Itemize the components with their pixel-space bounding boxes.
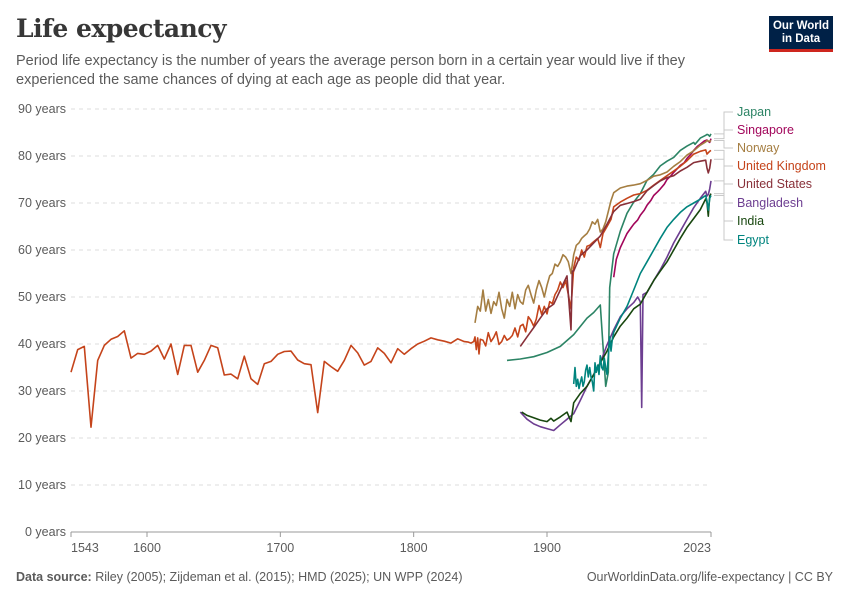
y-tick-label: 0 years [25,525,66,539]
data-source: Data source: Riley (2005); Zijdeman et a… [16,570,463,584]
legend-connector [714,140,733,149]
page-title: Life expectancy [16,14,227,43]
x-tick-label: 1543 [71,541,99,555]
y-tick-label: 40 years [18,337,66,351]
owid-logo[interactable]: Our World in Data [769,16,833,52]
legend-label-india[interactable]: India [737,214,764,228]
legend-connector [714,195,733,241]
y-tick-label: 20 years [18,431,66,445]
y-tick-label: 50 years [18,290,66,304]
series-line-india[interactable] [521,193,712,423]
source-link[interactable]: OurWorldinData.org/life-expectancy | CC … [586,570,833,584]
logo-line-1: Our World [772,20,829,32]
x-tick-label: 1700 [266,541,294,555]
legend-label-norway[interactable]: Norway [737,141,780,155]
legend-connector [714,111,733,135]
series-line-singapore[interactable] [612,138,712,278]
series-line-egypt[interactable] [572,194,712,392]
data-source-text: Riley (2005); Zijdeman et al. (2015); HM… [95,570,463,584]
y-tick-label: 80 years [18,149,66,163]
legend-connector [714,158,733,185]
series-line-japan[interactable] [506,133,712,388]
x-tick-label: 1800 [400,541,428,555]
legend-label-egypt[interactable]: Egypt [737,233,769,247]
legend: Japan Singapore Norway United Kingdom United… [714,105,826,247]
x-axis: 1543 1600 1700 1800 1900 2023 [70,531,712,555]
series-lines [70,133,712,432]
y-tick-label: 70 years [18,196,66,210]
data-source-label: Data source: [16,570,92,584]
legend-connector [714,180,733,204]
legend-label-singapore[interactable]: Singapore [737,123,794,137]
y-axis: 0 years 10 years 20 years 30 years 40 years 5… [18,102,66,539]
series-line-bangladesh[interactable] [519,180,712,432]
series-line-united-kingdom[interactable] [70,149,712,429]
gridlines [71,108,711,486]
x-tick-label: 1600 [133,541,161,555]
x-tick-label: 2023 [683,541,711,555]
y-tick-label: 60 years [18,243,66,257]
legend-label-united-states[interactable]: United States [737,177,812,191]
legend-label-japan[interactable]: Japan [737,105,771,119]
logo-line-2: in Data [781,33,821,45]
y-tick-label: 30 years [18,384,66,398]
series-line-united-states[interactable] [519,159,712,347]
legend-connector [714,149,733,167]
x-tick-label: 1900 [533,541,561,555]
y-tick-label: 10 years [18,478,66,492]
series-line-norway[interactable] [474,139,712,324]
legend-label-united-kingdom[interactable]: United Kingdom [737,159,826,173]
chart-subtitle: Period life expectancy is the number of … [16,53,685,88]
legend-label-bangladesh[interactable]: Bangladesh [737,196,803,210]
y-tick-label: 90 years [18,102,66,116]
legend-connector [714,129,733,140]
